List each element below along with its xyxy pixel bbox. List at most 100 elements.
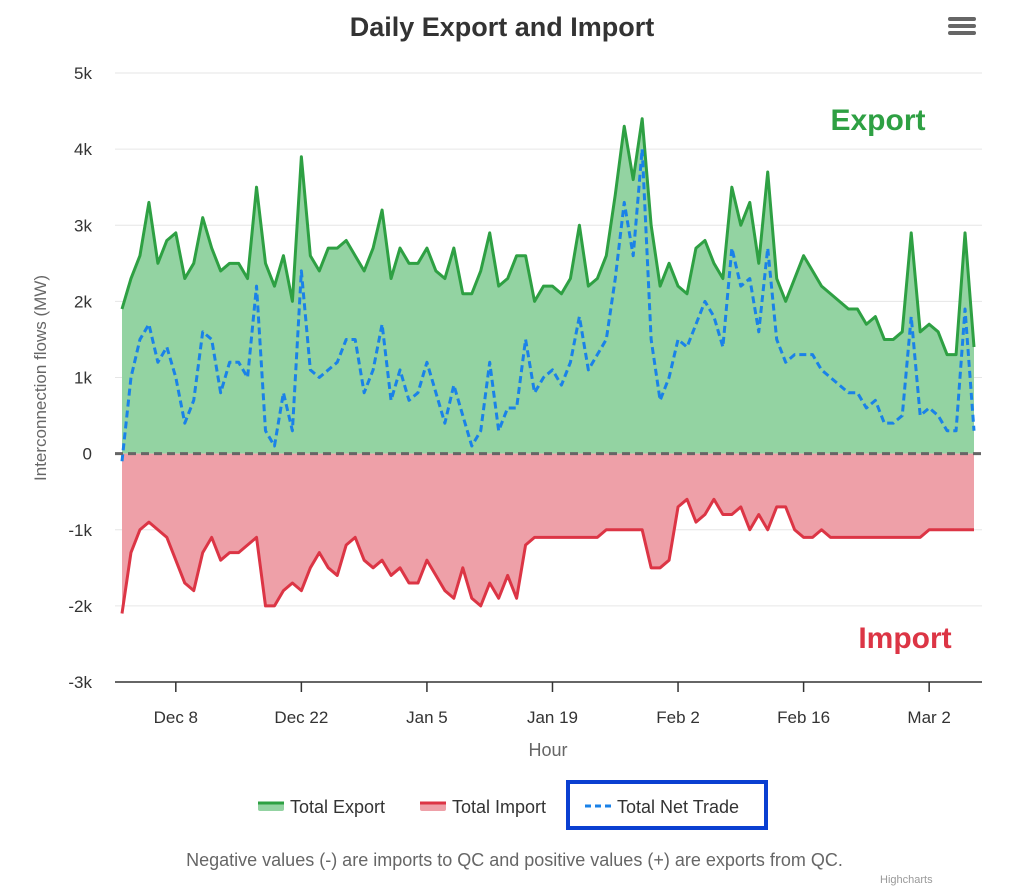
- data-point-total-net-trade: [739, 284, 743, 288]
- data-point-total-net-trade: [470, 444, 474, 448]
- data-point-total-export: [703, 238, 707, 242]
- data-point-total-import: [820, 528, 824, 532]
- data-point-total-import: [855, 535, 859, 539]
- data-point-total-net-trade: [263, 429, 267, 433]
- data-point-total-net-trade: [542, 376, 546, 380]
- data-point-total-import: [900, 535, 904, 539]
- data-point-total-import: [676, 505, 680, 509]
- data-point-total-export: [936, 330, 940, 334]
- data-point-total-net-trade: [533, 391, 537, 395]
- data-point-total-net-trade: [425, 360, 429, 364]
- data-point-total-import: [237, 551, 241, 555]
- chart-credits[interactable]: Highcharts: [880, 874, 933, 886]
- data-point-total-export: [183, 277, 187, 281]
- data-point-total-export: [129, 277, 133, 281]
- data-point-total-import: [219, 558, 223, 562]
- y-tick-labels: -3k -2k -1k 0 1k 2k 3k 4k 5k: [68, 64, 92, 692]
- data-point-total-export: [147, 200, 151, 204]
- data-point-total-net-trade: [272, 444, 276, 448]
- data-point-total-net-trade: [613, 277, 617, 281]
- series-line-total-net-trade: [120, 147, 976, 462]
- data-point-total-export: [416, 261, 420, 265]
- data-point-total-export: [586, 284, 590, 288]
- data-point-total-import: [559, 535, 563, 539]
- hamburger-menu-icon[interactable]: [944, 14, 980, 42]
- y-tick-label: 3k: [74, 216, 92, 235]
- data-point-total-export: [972, 345, 976, 349]
- data-point-total-net-trade: [183, 421, 187, 425]
- data-point-total-export: [434, 269, 438, 273]
- data-point-total-import: [757, 513, 761, 517]
- data-point-total-net-trade: [802, 353, 806, 357]
- series-lines: [120, 117, 976, 614]
- data-point-total-export: [524, 254, 528, 258]
- data-point-total-net-trade: [237, 360, 241, 364]
- data-point-total-import: [488, 581, 492, 585]
- data-point-total-net-trade: [255, 284, 259, 288]
- data-point-total-import: [739, 505, 743, 509]
- data-point-total-net-trade: [380, 322, 384, 326]
- data-point-total-net-trade: [855, 391, 859, 395]
- data-point-total-net-trade: [631, 254, 635, 258]
- legend-item-total-import[interactable]: Total Import: [420, 797, 546, 817]
- data-point-total-net-trade: [694, 322, 698, 326]
- data-point-total-export: [461, 292, 465, 296]
- legend-item-total-export[interactable]: Total Export: [258, 797, 385, 817]
- data-point-total-net-trade: [685, 345, 689, 349]
- data-point-total-import: [228, 551, 232, 555]
- data-point-total-export: [694, 246, 698, 250]
- data-point-total-import: [533, 535, 537, 539]
- data-point-total-export: [174, 231, 178, 235]
- data-point-total-import: [542, 535, 546, 539]
- data-point-total-import: [631, 528, 635, 532]
- data-point-total-net-trade: [972, 429, 976, 433]
- data-point-total-import: [201, 551, 205, 555]
- data-point-total-net-trade: [873, 398, 877, 402]
- data-point-total-export: [918, 330, 922, 334]
- data-point-total-net-trade: [174, 376, 178, 380]
- data-point-total-import: [272, 604, 276, 608]
- data-point-total-export: [263, 261, 267, 265]
- data-point-total-net-trade: [568, 360, 572, 364]
- data-point-total-import: [308, 566, 312, 570]
- data-point-total-export: [515, 254, 519, 258]
- data-point-total-net-trade: [353, 337, 357, 341]
- data-point-total-export: [945, 353, 949, 357]
- data-point-total-export: [730, 185, 734, 189]
- data-point-total-export: [873, 315, 877, 319]
- y-tick-label: 4k: [74, 140, 92, 159]
- data-point-total-net-trade: [524, 337, 528, 341]
- data-point-total-export: [900, 330, 904, 334]
- legend-item-total-net-trade[interactable]: Total Net Trade: [585, 797, 739, 817]
- data-point-total-net-trade: [290, 429, 294, 433]
- data-point-total-export: [120, 307, 124, 311]
- data-point-total-net-trade: [640, 147, 644, 151]
- data-point-total-export: [793, 277, 797, 281]
- data-point-total-export: [640, 117, 644, 121]
- data-point-total-import: [864, 535, 868, 539]
- data-point-total-export: [550, 284, 554, 288]
- data-point-total-export: [667, 261, 671, 265]
- data-point-total-import: [694, 520, 698, 524]
- data-point-total-net-trade: [891, 421, 895, 425]
- data-point-total-export: [344, 238, 348, 242]
- data-point-total-import: [138, 528, 142, 532]
- y-tick-label: 0: [83, 445, 92, 464]
- data-point-total-net-trade: [586, 368, 590, 372]
- data-point-total-import: [703, 513, 707, 517]
- data-point-total-net-trade: [488, 360, 492, 364]
- x-tick-labels: Dec 8 Dec 22 Jan 5 Jan 19 Feb 2 Feb 16 Mar 2: [154, 682, 951, 727]
- data-point-total-net-trade: [730, 246, 734, 250]
- data-point-total-net-trade: [775, 337, 779, 341]
- data-point-total-import: [685, 497, 689, 501]
- x-axis-title: Hour: [528, 740, 567, 760]
- data-point-total-export: [255, 185, 259, 189]
- chart-title: Daily Export and Import: [350, 12, 655, 42]
- data-point-total-net-trade: [577, 315, 581, 319]
- x-tick-label: Dec 22: [274, 708, 328, 727]
- data-point-total-export: [389, 277, 393, 281]
- data-point-total-import: [362, 558, 366, 562]
- data-point-total-net-trade: [927, 406, 931, 410]
- y-tick-label: 5k: [74, 64, 92, 83]
- data-point-total-import: [730, 513, 734, 517]
